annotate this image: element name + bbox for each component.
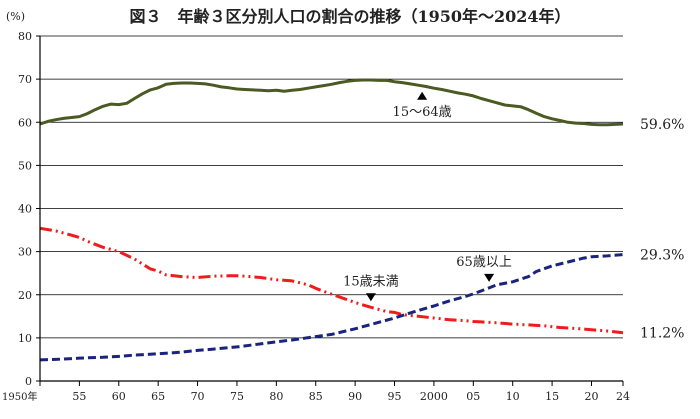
end-value-label: 59.6%: [640, 117, 684, 133]
series-name-label: 65歳以上: [456, 255, 512, 270]
x-tick-label: 70: [191, 390, 205, 403]
x-tick-label: 60: [112, 390, 126, 403]
x-tick-label: 10: [506, 390, 520, 403]
y-tick-label: 10: [18, 332, 32, 345]
annotations: 59.6% 15～64歳 11.2% 15歳未満 29.3% 65歳以上: [343, 91, 684, 342]
annotation-marker: [365, 293, 376, 302]
axes: [39, 36, 623, 382]
end-value-label: 29.3%: [640, 248, 684, 264]
y-tick-label: 70: [18, 73, 32, 86]
x-tick-label: 75: [230, 390, 244, 403]
x-tick-label: 90: [348, 390, 362, 403]
annotation-marker: [417, 91, 428, 100]
x-tick-label: 1950年: [2, 390, 37, 403]
x-tick-label: 80: [269, 390, 283, 403]
x-tick-label: 15: [545, 390, 559, 403]
x-tick-label: 2000: [420, 390, 448, 403]
y-unit-label: (%): [6, 10, 25, 23]
y-tick-label: 60: [18, 116, 32, 129]
series-line-children: [39, 226, 624, 335]
annotation-marker: [484, 273, 495, 282]
x-axis-ticks: 1950年 55 60 65 70 75 80 85 90 95 2000 05 10 15 20 24: [2, 381, 630, 403]
series-name-label: 15歳未満: [343, 274, 399, 289]
x-tick-label: 95: [388, 390, 402, 403]
series-line-elderly: [39, 253, 624, 362]
y-tick-label: 80: [18, 30, 32, 43]
x-tick-label: 85: [309, 390, 323, 403]
y-tick-label: 40: [18, 203, 32, 216]
x-tick-label: 05: [466, 390, 480, 403]
y-tick-label: 0: [25, 375, 32, 388]
end-value-label: 11.2%: [640, 326, 684, 342]
y-axis-ticks: 0 10 20 30 40 50 60 70 80: [18, 30, 40, 388]
gridlines: [40, 35, 623, 339]
x-tick-label: 20: [584, 390, 598, 403]
series-name-label: 15～64歳: [393, 105, 452, 120]
series-lines: [39, 78, 624, 362]
series-line-working-age: [39, 78, 624, 127]
x-tick-label: 24: [616, 390, 630, 403]
y-tick-label: 20: [18, 289, 32, 302]
x-tick-label: 55: [72, 390, 86, 403]
y-tick-label: 30: [18, 246, 32, 259]
y-tick-label: 50: [18, 159, 32, 172]
x-tick-label: 65: [151, 390, 165, 403]
chart-title: 図３ 年齢３区分別人口の割合の推移（1950年～2024年）: [129, 7, 570, 26]
